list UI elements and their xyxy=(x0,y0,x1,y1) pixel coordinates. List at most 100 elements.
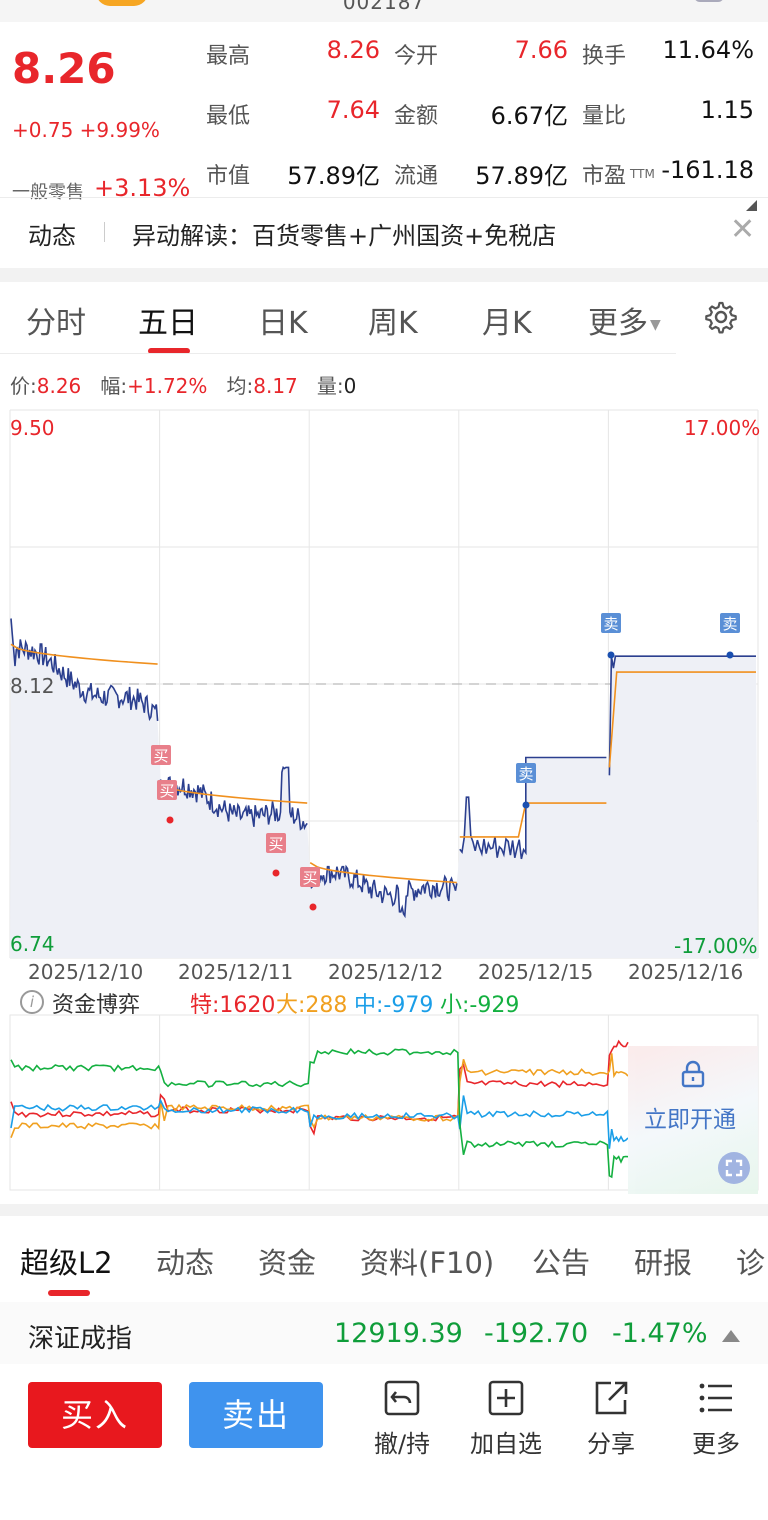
tab-more[interactable]: 更多 ▼ xyxy=(588,298,661,342)
section-gap xyxy=(0,1204,768,1216)
news-tag[interactable]: 动态 xyxy=(28,222,76,250)
date-label: 2025/12/15 xyxy=(478,960,594,984)
tab-five-day[interactable]: 五日 xyxy=(138,306,198,341)
average-value: 8.17 xyxy=(253,374,298,398)
tab-month-k[interactable]: 月K xyxy=(482,306,532,341)
stat-value: 7.64 xyxy=(326,96,380,124)
fund-line-2 xyxy=(10,1095,629,1149)
detail-tabs: 超级L2 动态 资金 资料(F10) 公告 研报 诊 xyxy=(0,1216,768,1300)
expand-corner-icon[interactable] xyxy=(746,200,757,211)
news-text[interactable]: 异动解读：百货零售+广州国资+免税店 xyxy=(132,222,557,250)
ttm-superscript: TTM xyxy=(630,167,655,181)
current-price: 8.26 xyxy=(12,44,116,93)
app-logo xyxy=(96,0,148,6)
trade-marker-box xyxy=(720,613,740,633)
trade-dot xyxy=(309,903,317,911)
price-label: 价: xyxy=(10,374,37,398)
stat-value: 1.15 xyxy=(700,96,754,124)
expand-up-icon[interactable] xyxy=(722,1330,740,1342)
quote-panel: 8.26 +0.75 +9.99% 一般零售 +3.13% 最高 8.26 今开… xyxy=(0,22,768,211)
gear-icon[interactable] xyxy=(704,300,738,334)
volume-value: 0 xyxy=(343,374,357,398)
tab-super-l2[interactable]: 超级L2 xyxy=(20,1246,113,1280)
buy-marker-label: 买 xyxy=(153,747,168,765)
reference-price-label: 8.12 xyxy=(10,674,55,698)
fund-flow-chart xyxy=(9,1014,759,1191)
stat-label: 最高 xyxy=(206,44,251,69)
price-change: +0.75 +9.99% xyxy=(12,118,160,142)
date-label: 2025/12/11 xyxy=(178,960,294,984)
stat-label: 市值 xyxy=(206,164,251,189)
stat-value: 11.64% xyxy=(662,36,754,64)
news-bar[interactable]: 动态 异动解读：百货零售+广州国资+免税店 ✕ xyxy=(0,198,768,268)
tab-fund[interactable]: 资金 xyxy=(258,1246,317,1280)
sell-marker-label: 卖 xyxy=(722,615,737,633)
volume-label: 量: xyxy=(316,374,344,398)
tab-minute[interactable]: 分时 xyxy=(26,306,86,341)
more-label: 更多 xyxy=(692,1430,740,1458)
stat-value: 57.89亿 xyxy=(287,162,380,190)
tab-announcement[interactable]: 公告 xyxy=(532,1246,591,1280)
stat-label: 今开 xyxy=(394,44,439,69)
unlock-panel[interactable]: 立即开通 xyxy=(628,1046,758,1194)
stat-value: 57.89亿 xyxy=(475,162,568,190)
trade-marker-box xyxy=(157,780,177,800)
stat-label: 量比 xyxy=(582,104,627,129)
trade-dot xyxy=(726,651,734,659)
trade-marker-box xyxy=(601,613,621,633)
fund-game-header: i 资金博弈 特:1620 大:288 中:-979 小:-929 xyxy=(0,986,768,1018)
tab-news[interactable]: 动态 xyxy=(156,1246,215,1280)
divider xyxy=(104,222,105,242)
top-right-icon[interactable] xyxy=(694,0,724,2)
tab-f10[interactable]: 资料(F10) xyxy=(360,1246,495,1280)
buy-marker-label: 买 xyxy=(159,782,174,800)
sell-marker-label: 卖 xyxy=(603,615,618,633)
index-percent: -1.47% xyxy=(612,1318,708,1349)
chevron-down-icon: ▼ xyxy=(650,316,661,333)
tab-research[interactable]: 研报 xyxy=(634,1246,693,1280)
price-line-day-1 xyxy=(10,618,159,722)
avg-line-day-3 xyxy=(309,862,457,884)
trade-marker-box xyxy=(266,833,286,853)
y-axis-top-label: 9.50 xyxy=(10,416,55,440)
stat-label: 最低 xyxy=(206,104,251,129)
fund-medium: 中:-979 xyxy=(354,993,434,1018)
stat-label: 流通 xyxy=(394,164,439,189)
buy-button[interactable]: 买入 xyxy=(28,1382,162,1448)
trade-marker-box xyxy=(151,745,171,765)
index-value: 12919.39 xyxy=(334,1318,463,1349)
price-line-day-3 xyxy=(309,864,458,919)
price-area xyxy=(10,618,758,958)
fullscreen-icon[interactable] xyxy=(718,1152,750,1184)
five-day-chart[interactable]: 买买买买卖卖卖 xyxy=(0,408,768,988)
unlock-button-label[interactable]: 立即开通 xyxy=(644,1107,736,1133)
buy-marker-label: 买 xyxy=(268,835,283,853)
date-label: 2025/12/16 xyxy=(628,960,744,984)
amplitude-label: 幅: xyxy=(100,374,128,398)
lock-icon xyxy=(681,1060,705,1088)
pct-bottom-label: -17.00% xyxy=(674,934,758,958)
fund-small: 小:-929 xyxy=(440,993,520,1018)
trade-dot xyxy=(166,816,174,824)
price-info-bar: 价:8.26 幅:+1.72% 均:8.17 量:0 xyxy=(10,370,356,399)
avg-line-day-5 xyxy=(608,671,756,768)
chart-tabs: 分时 五日 日K 周K 月K 更多 ▼ xyxy=(0,282,768,354)
tab-diagnosis[interactable]: 诊 xyxy=(736,1246,766,1280)
date-label: 2025/12/10 xyxy=(28,960,144,984)
date-label: 2025/12/12 xyxy=(328,960,444,984)
average-label: 均: xyxy=(226,374,254,398)
tab-week-k[interactable]: 周K xyxy=(368,306,418,341)
index-bar[interactable]: 深证成指 12919.39 -192.70 -1.47% xyxy=(0,1302,768,1364)
active-tab-indicator xyxy=(148,348,190,354)
tab-day-k[interactable]: 日K xyxy=(258,306,308,341)
fund-line-0 xyxy=(10,1039,629,1136)
stat-value: -161.18 xyxy=(661,156,754,184)
price-line-day-5 xyxy=(608,655,756,776)
buy-marker-label: 买 xyxy=(302,869,317,887)
close-icon[interactable]: ✕ xyxy=(730,212,756,247)
stat-label: 换手 xyxy=(582,44,627,69)
info-icon[interactable]: i xyxy=(20,990,44,1014)
sell-button[interactable]: 卖出 xyxy=(189,1382,323,1448)
active-tab-indicator xyxy=(48,1290,90,1296)
cancel-hold-icon xyxy=(384,1380,420,1416)
